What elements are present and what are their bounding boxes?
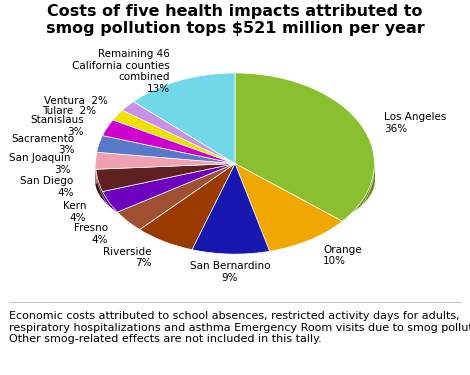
Text: San Joaquin
3%: San Joaquin 3% <box>9 153 70 175</box>
Text: Fresno
4%: Fresno 4% <box>74 223 108 245</box>
Polygon shape <box>342 164 374 218</box>
Text: Riverside
7%: Riverside 7% <box>103 247 151 268</box>
Wedge shape <box>133 73 235 164</box>
Wedge shape <box>235 73 374 221</box>
Text: Tulare  2%: Tulare 2% <box>42 106 96 117</box>
Polygon shape <box>192 219 270 239</box>
Wedge shape <box>96 164 235 192</box>
Polygon shape <box>102 182 118 212</box>
Text: Ventura  2%: Ventura 2% <box>45 96 108 106</box>
Wedge shape <box>118 164 235 230</box>
Text: Orange
10%: Orange 10% <box>323 245 362 267</box>
Polygon shape <box>96 167 102 198</box>
Wedge shape <box>113 110 235 164</box>
Wedge shape <box>140 164 235 250</box>
Text: Remaining 46
California counties
combined
13%: Remaining 46 California counties combine… <box>72 49 170 94</box>
Text: Stanislaus
3%: Stanislaus 3% <box>31 115 84 137</box>
Polygon shape <box>140 207 192 236</box>
Wedge shape <box>102 164 235 212</box>
Wedge shape <box>96 152 235 169</box>
Text: Costs of five health impacts attributed to
smog pollution tops $521 million per : Costs of five health impacts attributed … <box>46 4 424 36</box>
Text: Economic costs attributed to school absences, restricted activity days for adult: Economic costs attributed to school abse… <box>9 311 470 345</box>
Wedge shape <box>102 120 235 164</box>
Polygon shape <box>270 201 342 237</box>
Wedge shape <box>97 136 235 164</box>
Text: San Diego
4%: San Diego 4% <box>20 176 73 198</box>
Wedge shape <box>235 164 342 251</box>
Wedge shape <box>192 164 270 254</box>
Wedge shape <box>122 102 235 164</box>
Polygon shape <box>118 195 140 223</box>
Text: San Bernardino
9%: San Bernardino 9% <box>189 261 270 283</box>
Text: Los Angeles
36%: Los Angeles 36% <box>384 112 446 134</box>
Text: Sacramento
3%: Sacramento 3% <box>11 134 75 156</box>
Text: Kern
4%: Kern 4% <box>63 201 86 223</box>
